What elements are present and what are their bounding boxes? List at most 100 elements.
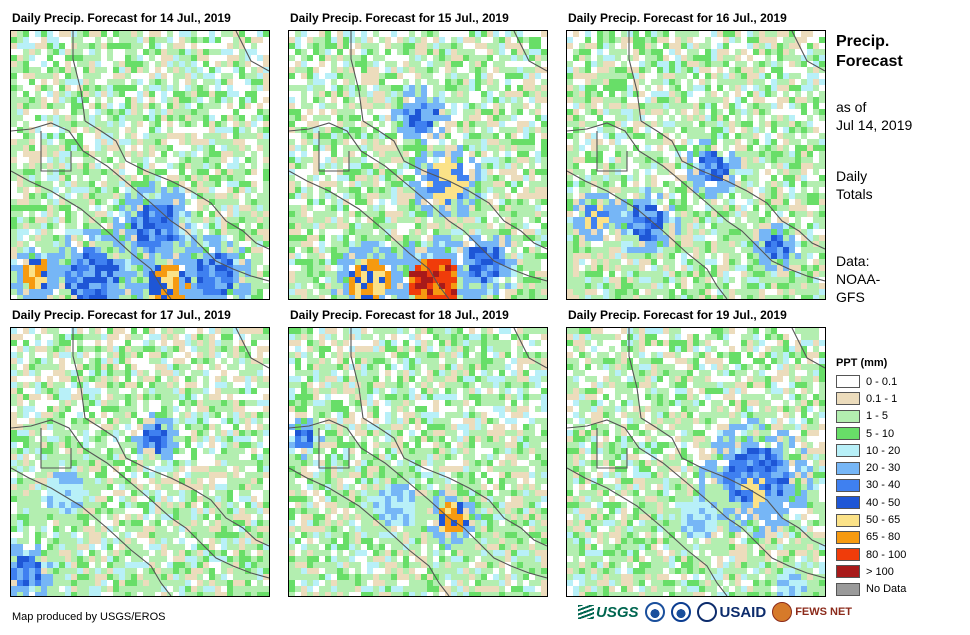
precip-cell: [499, 73, 505, 79]
precip-cell: [185, 43, 191, 49]
precip-cell: [675, 103, 681, 109]
precip-cell: [711, 97, 717, 103]
precip-cell: [421, 253, 427, 259]
precip-cell: [573, 169, 579, 175]
precip-cell: [493, 79, 499, 85]
precip-cell: [215, 133, 221, 139]
precip-cell: [391, 73, 397, 79]
precip-cell: [415, 205, 421, 211]
precip-cell: [107, 103, 113, 109]
precip-cell: [567, 73, 573, 79]
precip-cell: [53, 241, 59, 247]
precip-cell: [289, 169, 295, 175]
precip-cell: [711, 91, 717, 97]
precip-cell: [239, 43, 245, 49]
precip-cell: [463, 115, 469, 121]
precip-cell: [645, 175, 651, 181]
precip-cell: [819, 157, 825, 163]
precip-cell: [95, 277, 101, 283]
precip-cell: [251, 295, 257, 299]
precip-cell: [651, 145, 657, 151]
precip-cell: [523, 145, 529, 151]
precip-cell: [475, 187, 481, 193]
precip-cell: [741, 73, 747, 79]
precip-cell: [355, 217, 361, 223]
precip-cell: [397, 109, 403, 115]
precip-cell: [251, 37, 257, 43]
precip-cell: [517, 79, 523, 85]
precip-cell: [445, 271, 451, 277]
precip-cell: [337, 247, 343, 253]
precip-cell: [245, 43, 251, 49]
precip-cell: [603, 175, 609, 181]
precip-cell: [669, 151, 675, 157]
precip-cell: [373, 229, 379, 235]
precip-cell: [487, 91, 493, 97]
precip-cell: [11, 187, 17, 193]
precip-cell: [113, 73, 119, 79]
precip-cell: [239, 151, 245, 157]
precip-cell: [167, 205, 173, 211]
precip-cell: [173, 217, 179, 223]
precip-cell: [197, 37, 203, 43]
precip-cell: [409, 61, 415, 67]
precip-cell: [313, 67, 319, 73]
precip-cell: [307, 223, 313, 229]
precip-cell: [639, 67, 645, 73]
precip-cell: [263, 121, 269, 127]
precip-cell: [197, 241, 203, 247]
precip-cell: [35, 169, 41, 175]
precip-cell: [367, 205, 373, 211]
precip-cell: [445, 241, 451, 247]
precip-cell: [47, 121, 53, 127]
precip-cell: [403, 127, 409, 133]
precip-cell: [209, 133, 215, 139]
precip-cell: [481, 169, 487, 175]
precip-cell: [511, 235, 517, 241]
precip-cell: [523, 223, 529, 229]
precip-cell: [415, 217, 421, 223]
precip-cell: [481, 55, 487, 61]
precip-cell: [645, 163, 651, 169]
precip-cell: [505, 217, 511, 223]
precip-cell: [41, 133, 47, 139]
precip-cell: [209, 181, 215, 187]
precip-cell: [71, 169, 77, 175]
precip-cell: [295, 157, 301, 163]
precip-cell: [343, 157, 349, 163]
precip-cell: [487, 217, 493, 223]
precip-cell: [499, 79, 505, 85]
precip-cell: [71, 127, 77, 133]
precip-cell: [95, 79, 101, 85]
precip-cell: [319, 67, 325, 73]
precip-cell: [95, 283, 101, 289]
precip-cell: [239, 277, 245, 283]
precip-cell: [669, 97, 675, 103]
precip-cell: [747, 103, 753, 109]
precip-cell: [669, 121, 675, 127]
precip-cell: [307, 61, 313, 67]
precip-cell: [385, 151, 391, 157]
precip-cell: [203, 241, 209, 247]
precip-cell: [263, 97, 269, 103]
precip-cell: [233, 115, 239, 121]
precip-cell: [747, 97, 753, 103]
precip-cell: [101, 139, 107, 145]
precip-cell: [777, 175, 783, 181]
precip-cell: [325, 157, 331, 163]
precip-cell: [331, 229, 337, 235]
precip-cell: [295, 55, 301, 61]
precip-cell: [251, 211, 257, 217]
precip-cell: [385, 193, 391, 199]
precip-cell: [403, 31, 409, 37]
precip-cell: [11, 157, 17, 163]
precip-cell: [795, 43, 801, 49]
precip-cell: [23, 91, 29, 97]
precip-cell: [535, 157, 541, 163]
precip-cell: [289, 139, 295, 145]
precip-cell: [215, 271, 221, 277]
precip-cell: [113, 241, 119, 247]
precip-cell: [759, 55, 765, 61]
precip-cell: [379, 151, 385, 157]
precip-cell: [59, 235, 65, 241]
